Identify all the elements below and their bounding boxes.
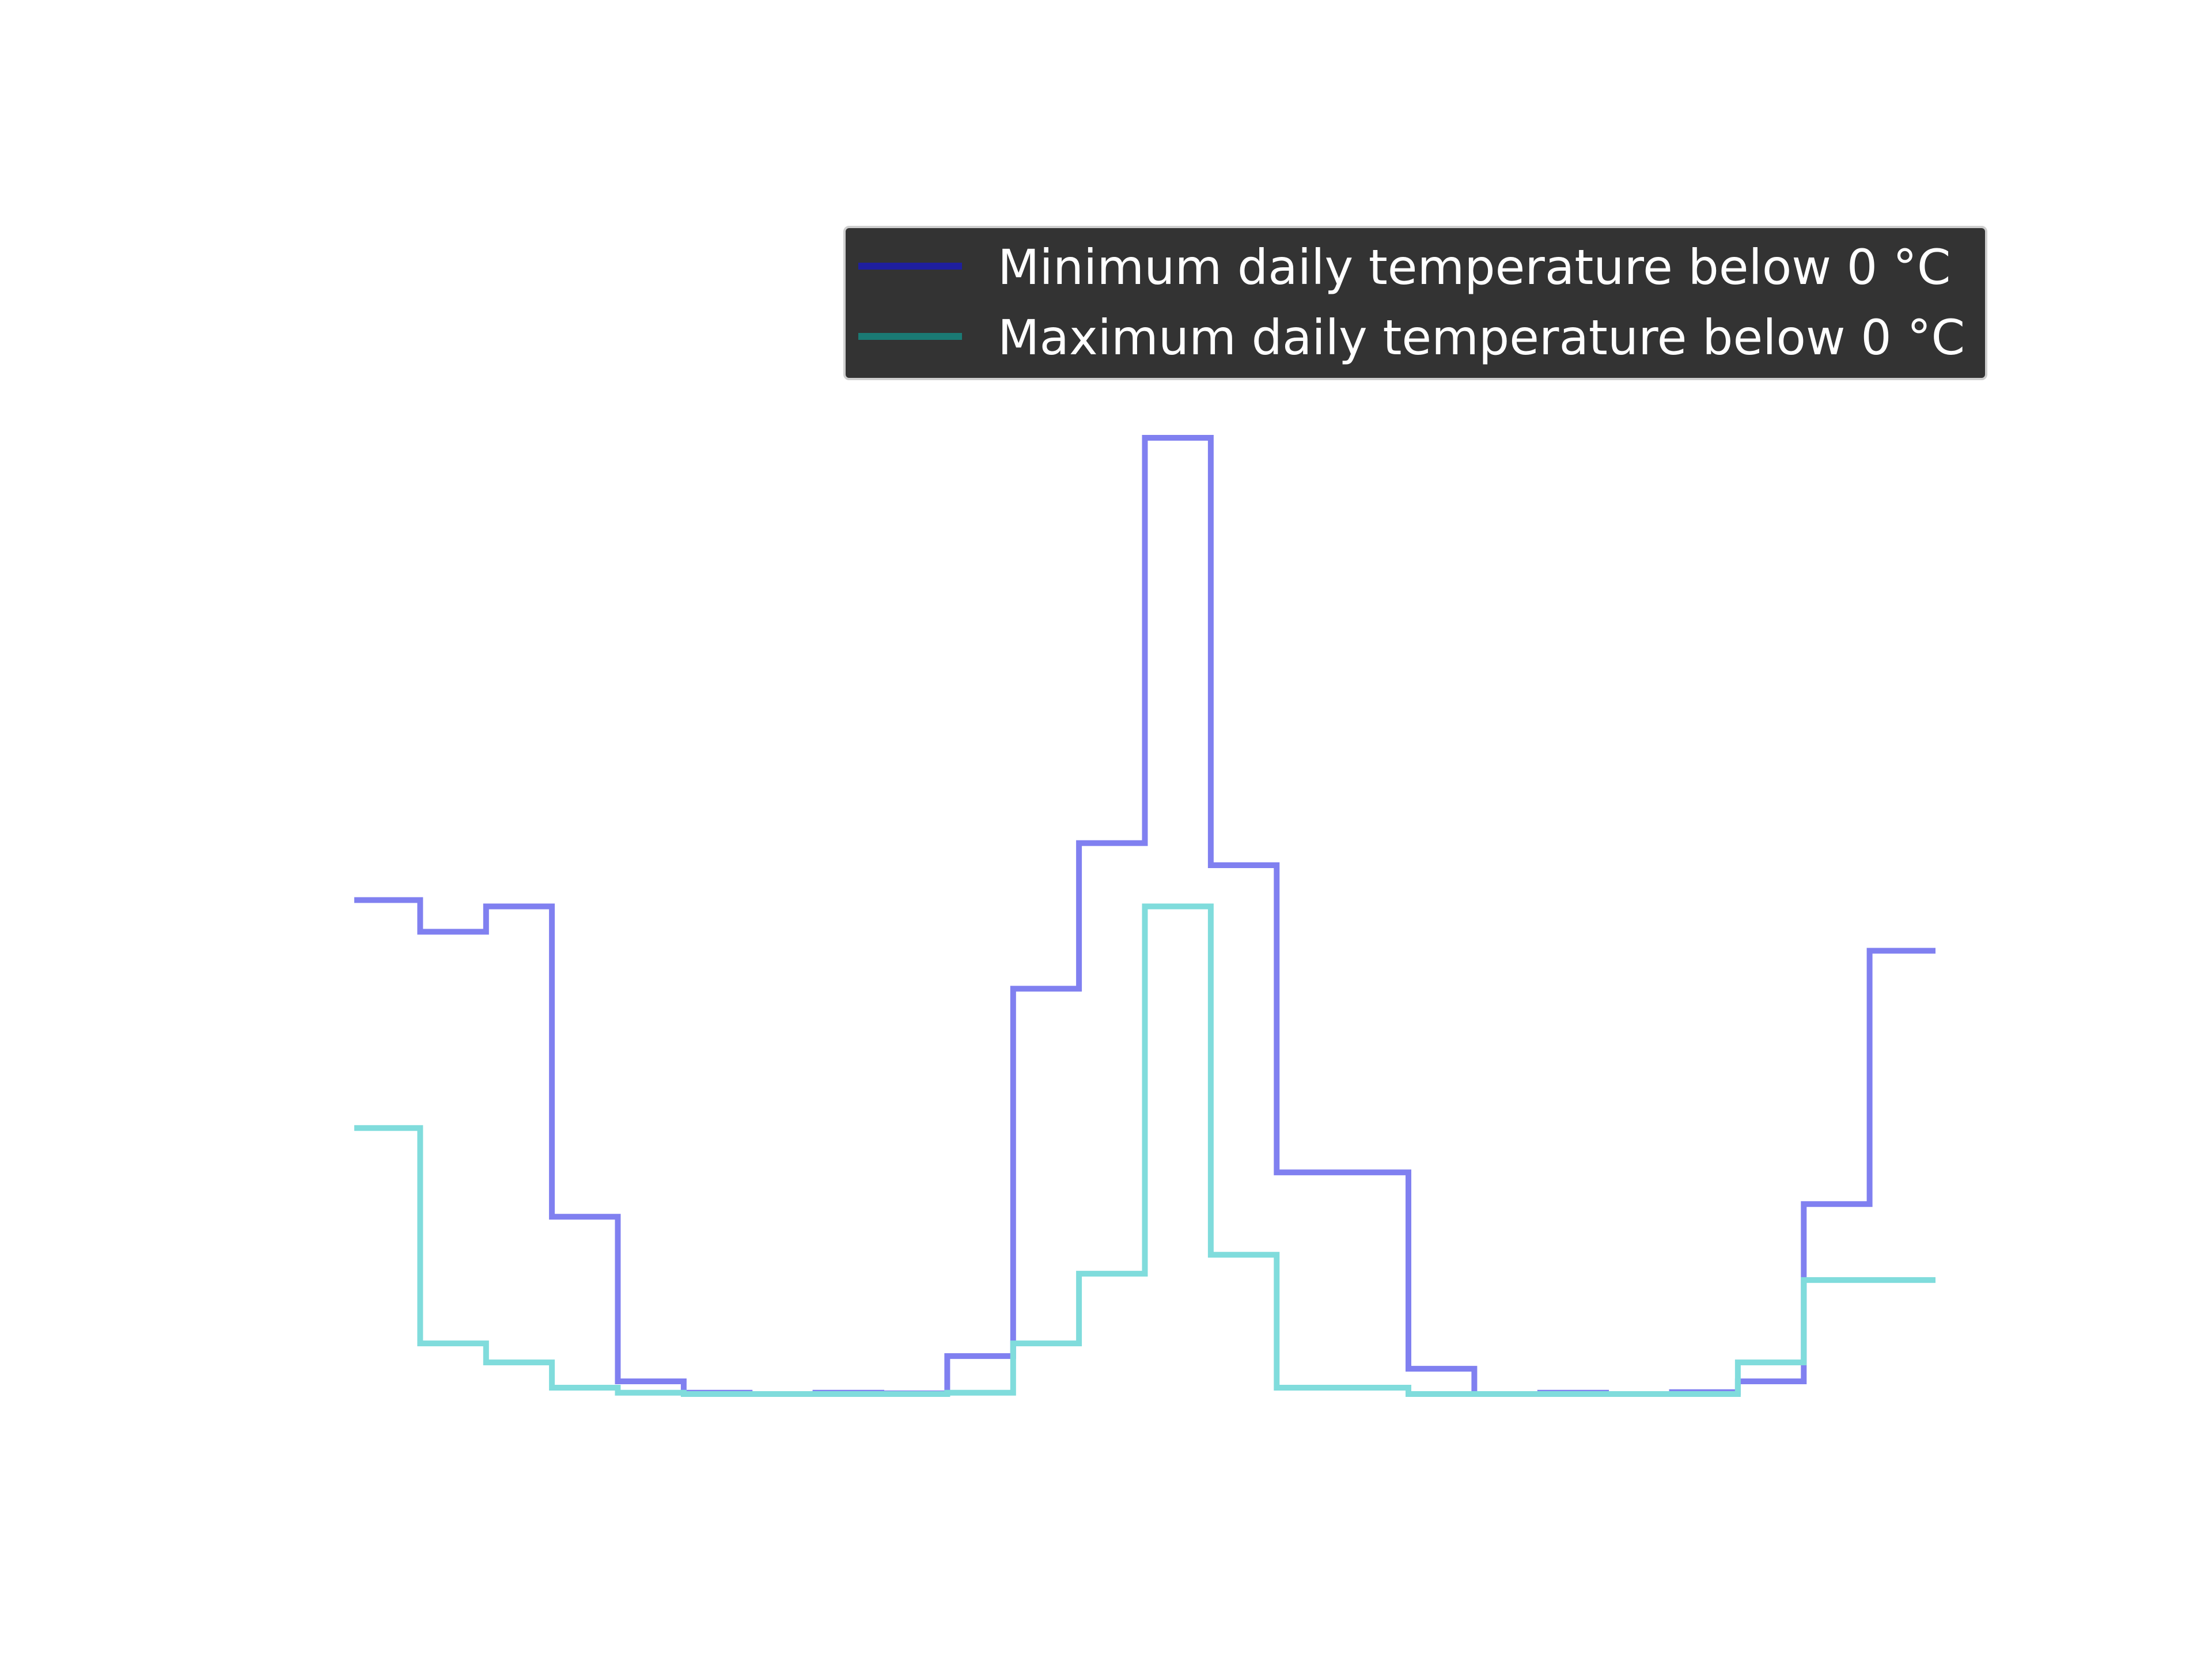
- series-line-maximum: [354, 903, 1936, 1397]
- series-layer: [354, 435, 1936, 1397]
- legend-label-minimum: Minimum daily temperature below 0 °C: [998, 239, 1951, 296]
- legend-item-minimum: Minimum daily temperature below 0 °C: [846, 238, 1985, 296]
- legend-item-maximum: Maximum daily temperature below 0 °C: [846, 309, 1985, 366]
- legend: Minimum daily temperature below 0 °C Max…: [843, 226, 1987, 380]
- legend-swatch-maximum: [858, 333, 962, 340]
- legend-label-maximum: Maximum daily temperature below 0 °C: [998, 309, 1965, 366]
- legend-swatch-minimum: [858, 263, 962, 270]
